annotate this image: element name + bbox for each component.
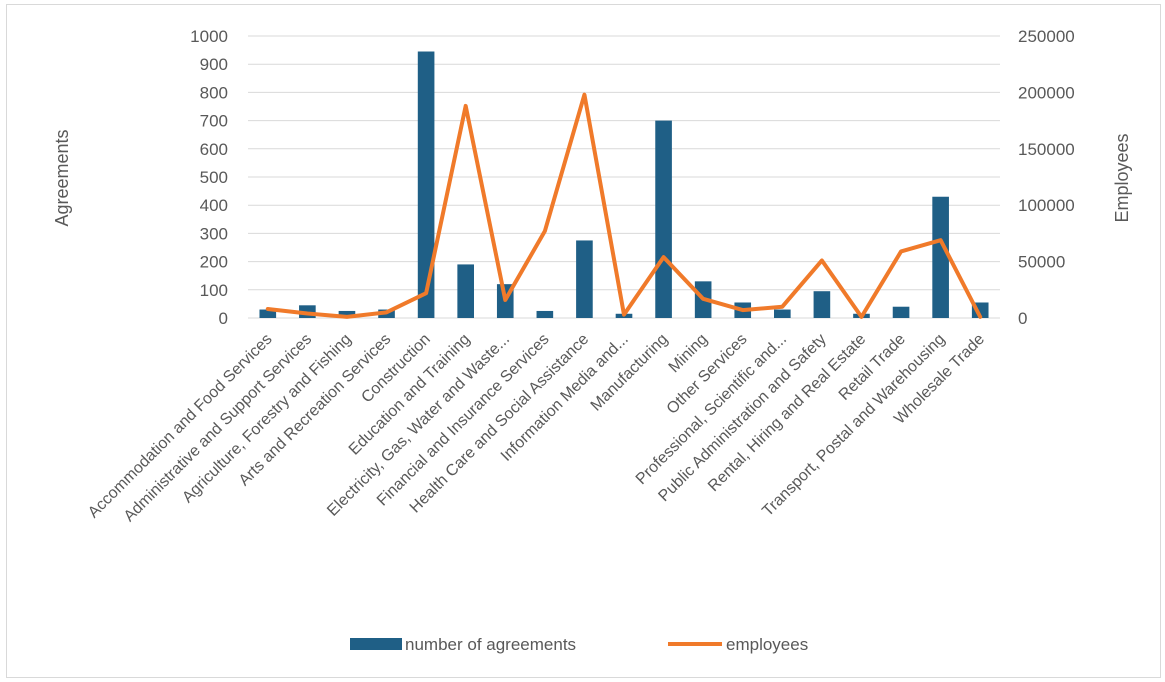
bar-series-agreements — [259, 51, 989, 318]
bar — [932, 196, 949, 318]
left-tick-label: 0 — [219, 309, 228, 328]
right-tick-label: 150000 — [1018, 140, 1075, 159]
left-tick-label: 700 — [200, 112, 228, 131]
category-labels: Accommodation and Food ServicesAdministr… — [85, 331, 988, 525]
chart-frame — [6, 4, 1161, 678]
left-tick-label: 400 — [200, 196, 228, 215]
line-series-employees — [265, 92, 983, 319]
category-label: Agriculture, Forestry and Fishing — [179, 331, 355, 507]
left-tick-label: 900 — [200, 55, 228, 74]
bar — [338, 310, 356, 318]
left-tick-label: 800 — [200, 83, 228, 102]
bar — [655, 120, 672, 318]
right-tick-label: 100000 — [1018, 196, 1075, 215]
category-label: Transport, Postal and Warehousing — [759, 331, 948, 520]
left-tick-label: 600 — [200, 140, 228, 159]
left-axis-title: Agreements — [52, 129, 72, 226]
bar — [774, 309, 791, 318]
gridlines — [248, 35, 1000, 319]
bar — [417, 51, 435, 318]
left-tick-label: 1000 — [190, 27, 228, 46]
bar — [259, 309, 277, 318]
right-tick-label: 50000 — [1018, 253, 1065, 272]
legend-label-employees: employees — [726, 635, 808, 654]
employees-line — [265, 92, 983, 319]
right-tick-label: 250000 — [1018, 27, 1075, 46]
right-axis-ticks: 0 50000 100000 150000 200000 250000 — [1018, 27, 1075, 328]
bar — [536, 310, 554, 318]
bar — [457, 264, 474, 318]
legend-swatch-agreements — [350, 638, 402, 650]
left-tick-label: 100 — [200, 281, 228, 300]
left-tick-label: 200 — [200, 253, 228, 272]
legend: number of agreements employees — [350, 635, 808, 654]
left-tick-label: 500 — [200, 168, 228, 187]
right-tick-label: 200000 — [1018, 83, 1075, 102]
left-tick-label: 300 — [200, 224, 228, 243]
bar — [576, 240, 593, 318]
right-tick-label: 0 — [1018, 309, 1027, 328]
right-axis-title: Employees — [1112, 133, 1132, 222]
legend-label-agreements: number of agreements — [405, 635, 576, 654]
bar — [892, 306, 910, 318]
left-axis-ticks: 0 100 200 300 400 500 600 700 800 900 1000 — [190, 27, 228, 328]
bar — [813, 291, 831, 318]
